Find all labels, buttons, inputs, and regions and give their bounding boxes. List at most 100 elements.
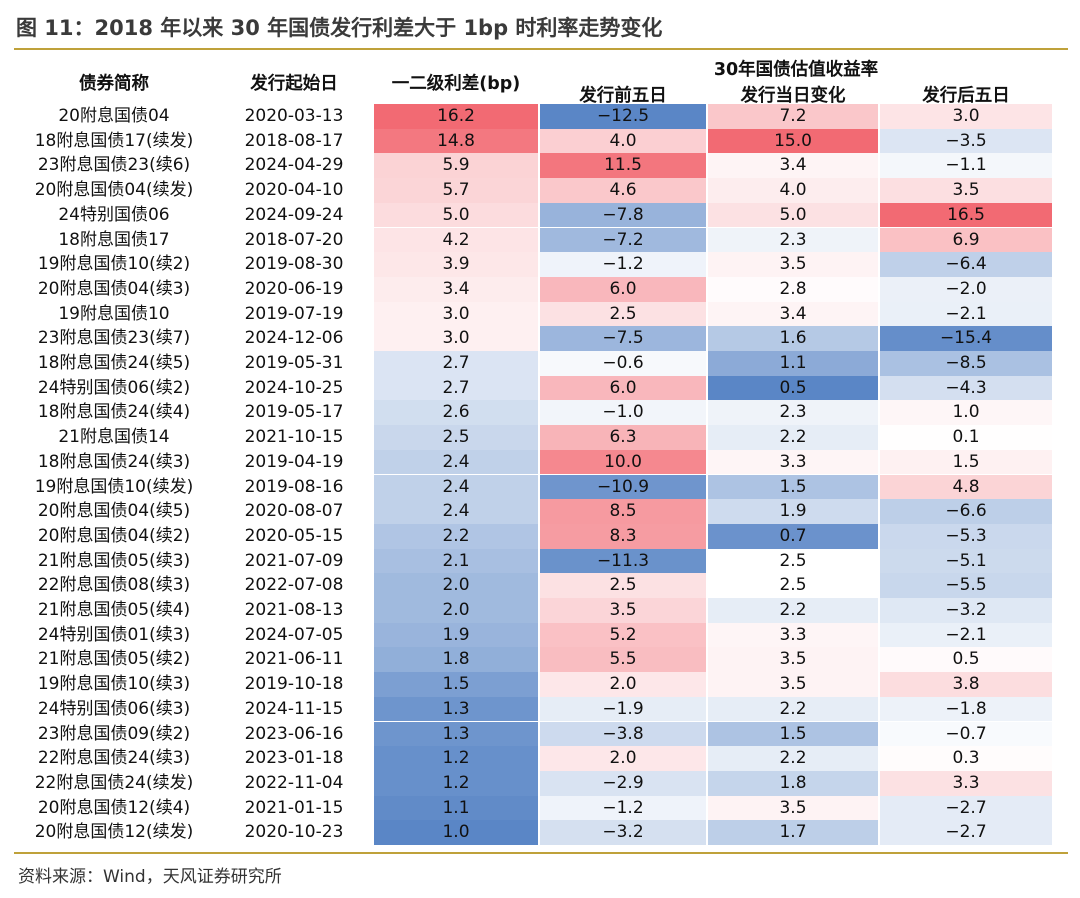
table-row: 21附息国债05(续4) 2021-08-13 2.0 3.5 2.2 −3.2 [0, 598, 1080, 623]
pre-five-days-cell: 6.0 [540, 276, 706, 302]
pre-five-days-cell: −0.6 [540, 351, 706, 376]
issue-day-change-cell: 3.5 [708, 647, 878, 673]
issue-day-change-cell: 2.3 [708, 400, 878, 426]
header-bond-name: 债券简称 [79, 74, 149, 94]
issue-date-cell: 2019-05-31 [244, 353, 344, 373]
bond-name-cell: 20附息国债12(续4) [37, 797, 191, 818]
pre-five-days-cell: 11.5 [540, 153, 706, 179]
table-row: 18附息国债17 2018-07-20 4.2 −7.2 2.3 6.9 [0, 227, 1080, 253]
pre-five-days-cell: 5.2 [540, 622, 706, 648]
spread-cell: 2.7 [374, 375, 538, 401]
pre-five-days-cell: −1.9 [540, 696, 706, 722]
post-five-days-cell: 0.3 [880, 746, 1052, 771]
spread-cell: 1.0 [374, 820, 538, 845]
pre-five-days-cell: −7.5 [540, 326, 706, 351]
issue-day-change-cell: 1.9 [708, 499, 878, 524]
issue-date-cell: 2019-08-16 [244, 476, 344, 497]
pre-five-days-cell: −1.0 [540, 400, 706, 426]
issue-date-cell: 2024-07-05 [244, 624, 344, 645]
bottom-rule [14, 852, 1068, 854]
issue-day-change-cell: 2.2 [708, 696, 878, 722]
issue-date-cell: 2021-06-11 [244, 649, 344, 670]
post-five-days-cell: 1.0 [880, 400, 1052, 426]
post-five-days-cell: −8.5 [880, 351, 1052, 376]
bond-name-cell: 18附息国债17 [58, 229, 170, 250]
spread-cell: 3.0 [374, 301, 538, 327]
bond-name-cell: 20附息国债04(续发) [34, 180, 194, 201]
post-five-days-cell: 3.5 [880, 178, 1052, 203]
issue-date-cell: 2021-08-13 [244, 600, 344, 620]
issue-day-change-cell: 3.5 [708, 672, 878, 697]
issue-date-cell: 2023-01-18 [244, 748, 344, 769]
bond-name-cell: 24特别国债06 [58, 204, 170, 225]
post-five-days-cell: 3.3 [880, 770, 1052, 796]
pre-five-days-cell: 6.3 [540, 425, 706, 450]
issue-date-cell: 2018-08-17 [244, 130, 344, 151]
pre-five-days-cell: 2.5 [540, 573, 706, 598]
table-row: 19附息国债10(续2) 2019-08-30 3.9 −1.2 3.5 −6.4 [0, 252, 1080, 277]
spread-cell: 1.1 [374, 795, 538, 821]
top-rule [14, 48, 1068, 50]
issue-date-cell: 2024-04-29 [244, 155, 344, 176]
issue-day-change-cell: 3.4 [708, 301, 878, 327]
pre-five-days-cell: 8.5 [540, 499, 706, 524]
post-five-days-cell: −6.4 [880, 252, 1052, 277]
bond-name-cell: 24特别国债01(续3) [37, 624, 191, 645]
pre-five-days-cell: −3.2 [540, 820, 706, 845]
bond-name-cell: 19附息国债10(续发) [34, 476, 194, 497]
header-issue-day-change: 发行当日变化 [740, 86, 846, 106]
table-row: 20附息国债04(续发) 2020-04-10 5.7 4.6 4.0 3.5 [0, 178, 1080, 203]
spread-cell: 1.9 [374, 622, 538, 648]
spread-cell: 5.0 [374, 202, 538, 228]
post-five-days-cell: −3.5 [880, 128, 1052, 154]
table-row: 24特别国债06(续3) 2024-11-15 1.3 −1.9 2.2 −1.8 [0, 696, 1080, 722]
bond-name-cell: 21附息国债05(续3) [37, 550, 191, 571]
bond-name-cell: 24特别国债06(续2) [37, 377, 191, 398]
issue-day-change-cell: 3.3 [708, 622, 878, 648]
bond-name-cell: 21附息国债05(续4) [37, 600, 191, 620]
issue-date-cell: 2019-10-18 [244, 674, 344, 695]
bond-name-cell: 20附息国债04(续5) [37, 501, 191, 522]
pre-five-days-cell: 3.5 [540, 598, 706, 623]
issue-date-cell: 2020-03-13 [244, 106, 344, 126]
issue-date-cell: 2022-11-04 [244, 772, 344, 793]
bond-name-cell: 19附息国债10 [58, 303, 170, 324]
issue-day-change-cell: 4.0 [708, 178, 878, 203]
spread-cell: 3.4 [374, 276, 538, 302]
spread-cell: 1.5 [374, 672, 538, 697]
post-five-days-cell: −5.5 [880, 573, 1052, 598]
issue-day-change-cell: 2.2 [708, 746, 878, 771]
issue-day-change-cell: 1.5 [708, 721, 878, 747]
header-pre-five-days: 发行前五日 [579, 86, 667, 106]
pre-five-days-cell: −7.8 [540, 202, 706, 228]
issue-date-cell: 2023-06-16 [244, 723, 344, 744]
bond-name-cell: 20附息国债04(续3) [37, 278, 191, 299]
pre-five-days-cell: −11.3 [540, 548, 706, 574]
pre-five-days-cell: −3.8 [540, 721, 706, 747]
table-row: 23附息国债09(续2) 2023-06-16 1.3 −3.8 1.5 −0.7 [0, 721, 1080, 747]
post-five-days-cell: −15.4 [880, 326, 1052, 351]
table-row: 19附息国债10(续发) 2019-08-16 2.4 −10.9 1.5 4.8 [0, 474, 1080, 500]
issue-day-change-cell: 15.0 [708, 128, 878, 154]
pre-five-days-cell: −1.2 [540, 252, 706, 277]
header-yield-group: 30年国债估值收益率 [713, 60, 879, 80]
header-issue-date: 发行起始日 [250, 74, 338, 94]
issue-date-cell: 2020-04-10 [244, 180, 344, 201]
issue-day-change-cell: 0.7 [708, 523, 878, 549]
issue-date-cell: 2019-08-30 [244, 254, 344, 275]
bond-name-cell: 19附息国债10(续2) [37, 254, 191, 275]
spread-cell: 4.2 [374, 227, 538, 253]
spread-cell: 2.7 [374, 351, 538, 376]
pre-five-days-cell: 4.6 [540, 178, 706, 203]
issue-date-cell: 2018-07-20 [244, 229, 344, 250]
pre-five-days-cell: 2.0 [540, 746, 706, 771]
bond-name-cell: 22附息国债08(续3) [37, 575, 191, 596]
post-five-days-cell: −5.1 [880, 548, 1052, 574]
spread-cell: 16.2 [374, 104, 538, 129]
table-row: 18附息国债24(续4) 2019-05-17 2.6 −1.0 2.3 1.0 [0, 400, 1080, 426]
pre-five-days-cell: 6.0 [540, 375, 706, 401]
table-row: 19附息国债10(续3) 2019-10-18 1.5 2.0 3.5 3.8 [0, 672, 1080, 697]
table-row: 24特别国债06(续2) 2024-10-25 2.7 6.0 0.5 −4.3 [0, 375, 1080, 401]
issue-day-change-cell: 3.4 [708, 153, 878, 179]
issue-date-cell: 2024-11-15 [244, 698, 344, 719]
